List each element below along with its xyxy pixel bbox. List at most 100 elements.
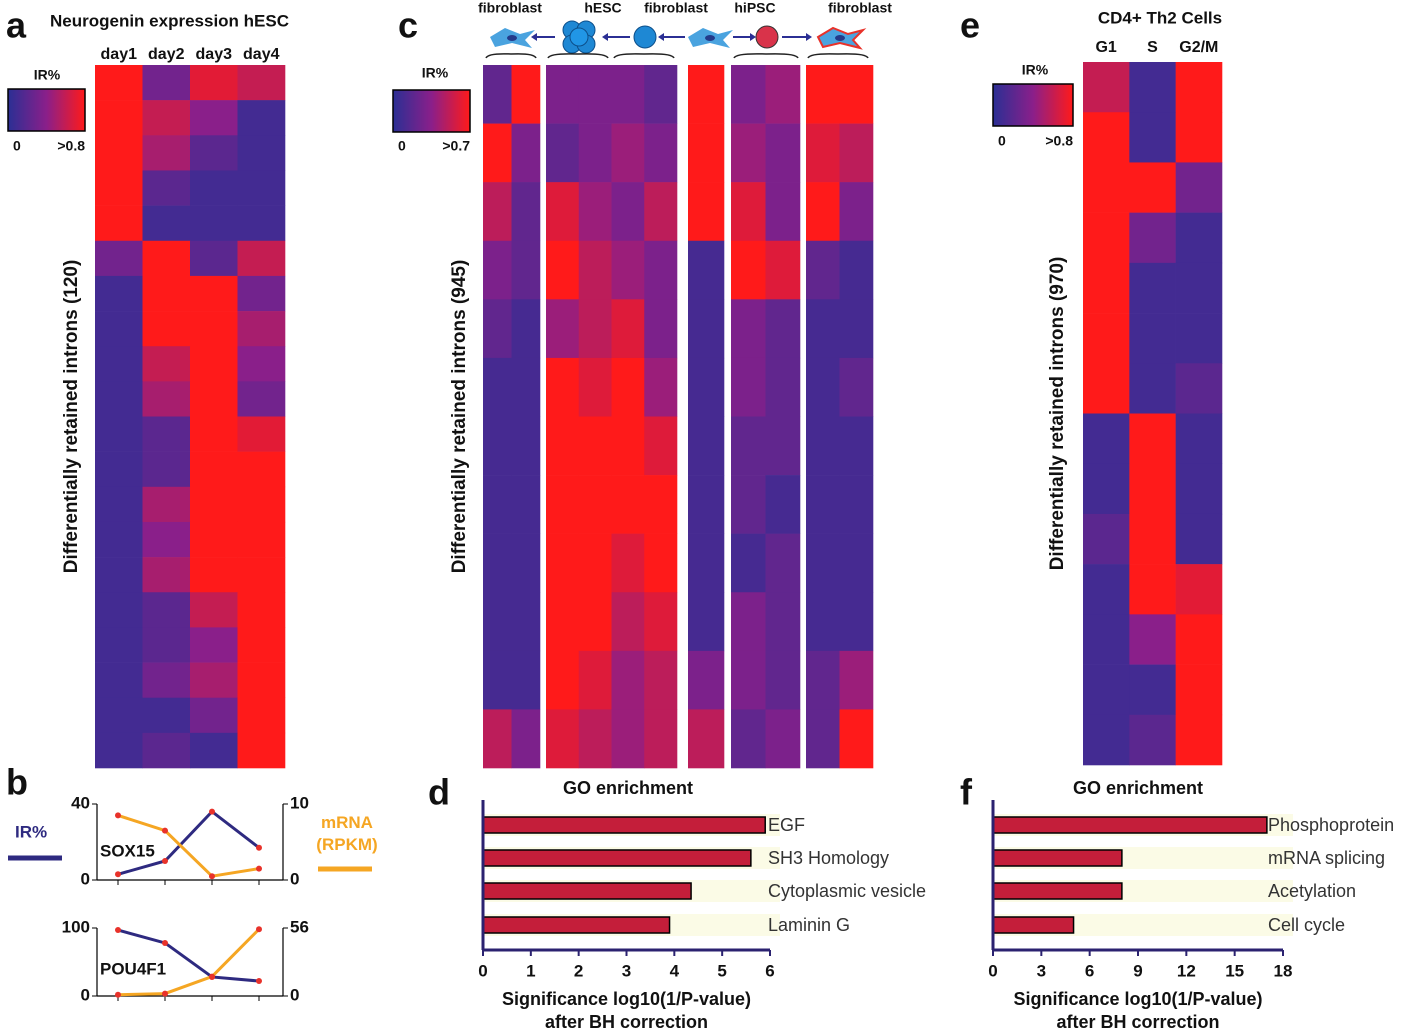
heatmap-cell [688,650,725,710]
heatmap-cell [95,732,143,769]
heatmap-cell [237,486,286,523]
x-axis-label: Significance log10(1/P-value) [502,989,751,1009]
heatmap-cell [839,240,874,300]
heatmap-cell [237,346,286,382]
series-point [256,865,262,872]
heatmap-cell [483,240,512,300]
heatmap-cell [1175,313,1223,364]
heatmap-cell [611,240,645,300]
heatmap-cell [1083,614,1130,665]
legend-label: IR% [15,822,47,841]
y-axis-label: Differentially retained introns (945) [449,260,470,574]
heatmap-cell [644,592,678,652]
heatmap-cell [190,205,238,242]
heatmap-cell [731,533,766,593]
heatmap-cell [511,592,541,652]
heatmap-cell [546,533,580,593]
chart-title: GO enrichment [563,778,693,798]
y-tick-label: 40 [71,793,90,812]
heatmap-cell [611,475,645,534]
heatmap-cell [1083,62,1130,113]
heatmap-cell [1129,664,1176,716]
heatmap-cell [806,592,840,652]
heatmap-cell [839,592,874,652]
series-point [209,873,215,880]
heatmap-cell [1083,513,1130,565]
heatmap-cell [95,100,143,136]
heatmap-cell [765,709,801,769]
heatmap-cell [731,123,766,183]
heatmap-cell [142,135,191,171]
heatmap-cell [765,416,801,476]
heatmap-cell [95,416,143,452]
y2-tick-label: 10 [290,793,309,812]
heatmap-cell [142,697,191,734]
heatmap-cell [765,650,801,710]
heatmap-cell [611,533,645,593]
heatmap-cell [1175,363,1223,414]
heatmap-cell [765,299,801,359]
heatmap-cell [578,592,612,652]
heatmap-cell [237,627,286,663]
y-tick-label: 0 [81,869,90,888]
heatmap-cell [806,182,840,242]
bar [992,916,1075,934]
heatmap-cell [688,240,725,300]
heatmap-cell [190,65,238,101]
heatmap-cell [1083,212,1130,264]
heatmap-cell [142,592,191,628]
colorbar-title: IR% [34,67,61,83]
heatmap-cell [190,135,238,171]
heatmap-title: CD4+ Th2 Cells [1098,8,1222,27]
heatmap-cell [806,475,840,534]
cell-type-label: fibroblast [828,0,892,16]
heatmap-cell [511,123,541,183]
x-axis-label: after BH correction [545,1012,708,1032]
heatmap-cell [578,475,612,534]
heatmap-cell [644,709,678,769]
heatmap-cell [1083,112,1130,163]
heatmap-cell [1175,112,1223,163]
heatmap-cell [546,416,580,476]
heatmap-cell [806,299,840,359]
heatmap-cell [839,182,874,242]
series-point [115,927,121,934]
heatmap-cell [611,65,645,124]
heatmap-cell [95,521,143,558]
bar [482,816,766,834]
heatmap-cell [95,697,143,734]
heatmap-cell [190,627,238,663]
heatmap-cell [839,709,874,769]
series-point [162,939,168,946]
heatmap-cell [688,592,725,652]
heatmap-cell [806,650,840,710]
heatmap-cell [1083,413,1130,465]
heatmap-cell [1129,513,1176,565]
heatmap-cell [839,533,874,593]
heatmap-cell [546,65,580,124]
panel-letter: d [428,772,450,813]
heatmap-cell [688,475,725,534]
heatmap-cell [1175,513,1223,565]
colorbar [7,88,86,132]
heatmap-cell [142,311,191,347]
heatmap-cell [611,416,645,476]
column-label: S [1147,39,1158,56]
heatmap-cell [1083,162,1130,213]
heatmap-cell [483,416,512,476]
colorbar-tick-label: >0.8 [57,138,85,154]
heatmap-cell [237,205,286,242]
category-label: SH3 Homology [768,848,889,868]
heatmap-cell [95,662,143,698]
heatmap-cell [644,475,678,534]
heatmap-cell [237,135,286,171]
heatmap-cell [237,65,286,101]
heatmap-cell [190,486,238,523]
heatmap-cell [839,299,874,359]
panel-letter: b [6,762,28,803]
heatmap-cell [688,123,725,183]
heatmap-cell [190,170,238,206]
heatmap-cell [839,416,874,476]
colorbar-tick-label: 0 [998,133,1006,149]
